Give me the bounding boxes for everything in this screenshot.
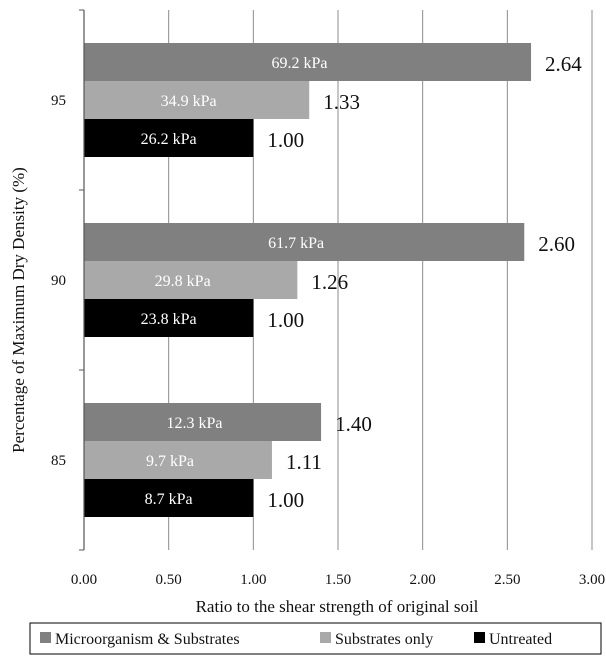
bar-ratio-label: 1.40 (335, 412, 372, 436)
legend-label: Substrates only (335, 631, 433, 648)
x-tick-label: 0.50 (156, 572, 182, 588)
y-tick-label: 85 (51, 453, 66, 469)
bar-data-label: 61.7 kPa (268, 235, 324, 252)
x-tick-label: 1.00 (240, 572, 266, 588)
bar (84, 43, 532, 81)
x-tick-label: 1.50 (325, 572, 351, 588)
bar-data-label: 23.8 kPa (141, 311, 197, 328)
bar-data-label: 69.2 kPa (272, 55, 328, 72)
legend-swatch (320, 632, 331, 643)
bar-data-label: 26.2 kPa (141, 131, 197, 148)
bar-ratio-label: 1.11 (286, 450, 322, 474)
legend: Microorganism & Substrates Substrates onl… (29, 622, 602, 655)
legend-label: Untreated (489, 631, 552, 648)
bar-ratio-label: 1.00 (267, 308, 304, 332)
bar-ratio-label: 1.33 (323, 90, 360, 114)
bar (84, 119, 254, 157)
x-tick-label: 0.00 (71, 572, 97, 588)
bar (84, 81, 310, 119)
y-tick-label: 95 (51, 93, 66, 109)
bar (84, 403, 322, 441)
legend-swatch (40, 632, 51, 643)
bar-data-label: 29.8 kPa (155, 273, 211, 290)
bars: 69.2 kPa 2.64 34.9 kPa 1.33 26.2 kPa 1.00 61.7… (84, 43, 582, 517)
bar (84, 223, 525, 261)
legend-swatch (474, 632, 485, 643)
bar-ratio-label: 1.00 (267, 128, 304, 152)
y-ticks: 95 90 85 (51, 9, 84, 551)
bar (84, 441, 272, 479)
bar-data-label: 34.9 kPa (161, 93, 217, 110)
bar (84, 299, 254, 337)
y-axis-title: Percentage of Maximum Dry Density (%) (9, 167, 28, 453)
bar-ratio-label: 2.64 (545, 52, 582, 76)
bar (84, 479, 254, 517)
bar-ratio-label: 1.26 (311, 270, 348, 294)
x-tick-label: 2.00 (410, 572, 436, 588)
bar-data-label: 12.3 kPa (167, 415, 223, 432)
bar-data-label: 9.7 kPa (146, 453, 194, 470)
x-tick-label: 3.00 (579, 572, 605, 588)
y-tick-label: 90 (51, 273, 66, 289)
x-axis-title: Ratio to the shear strength of original … (196, 597, 479, 616)
bar (84, 261, 298, 299)
bar-data-label: 8.7 kPa (145, 491, 193, 508)
x-tick-labels: 0.00 0.50 1.00 1.50 2.00 2.50 3.00 (71, 572, 605, 588)
legend-label: Microorganism & Substrates (55, 631, 240, 648)
x-tick-label: 2.50 (494, 572, 520, 588)
legend-box (29, 622, 602, 655)
bar-ratio-label: 1.00 (267, 488, 304, 512)
bar-ratio-label: 2.60 (538, 232, 575, 256)
